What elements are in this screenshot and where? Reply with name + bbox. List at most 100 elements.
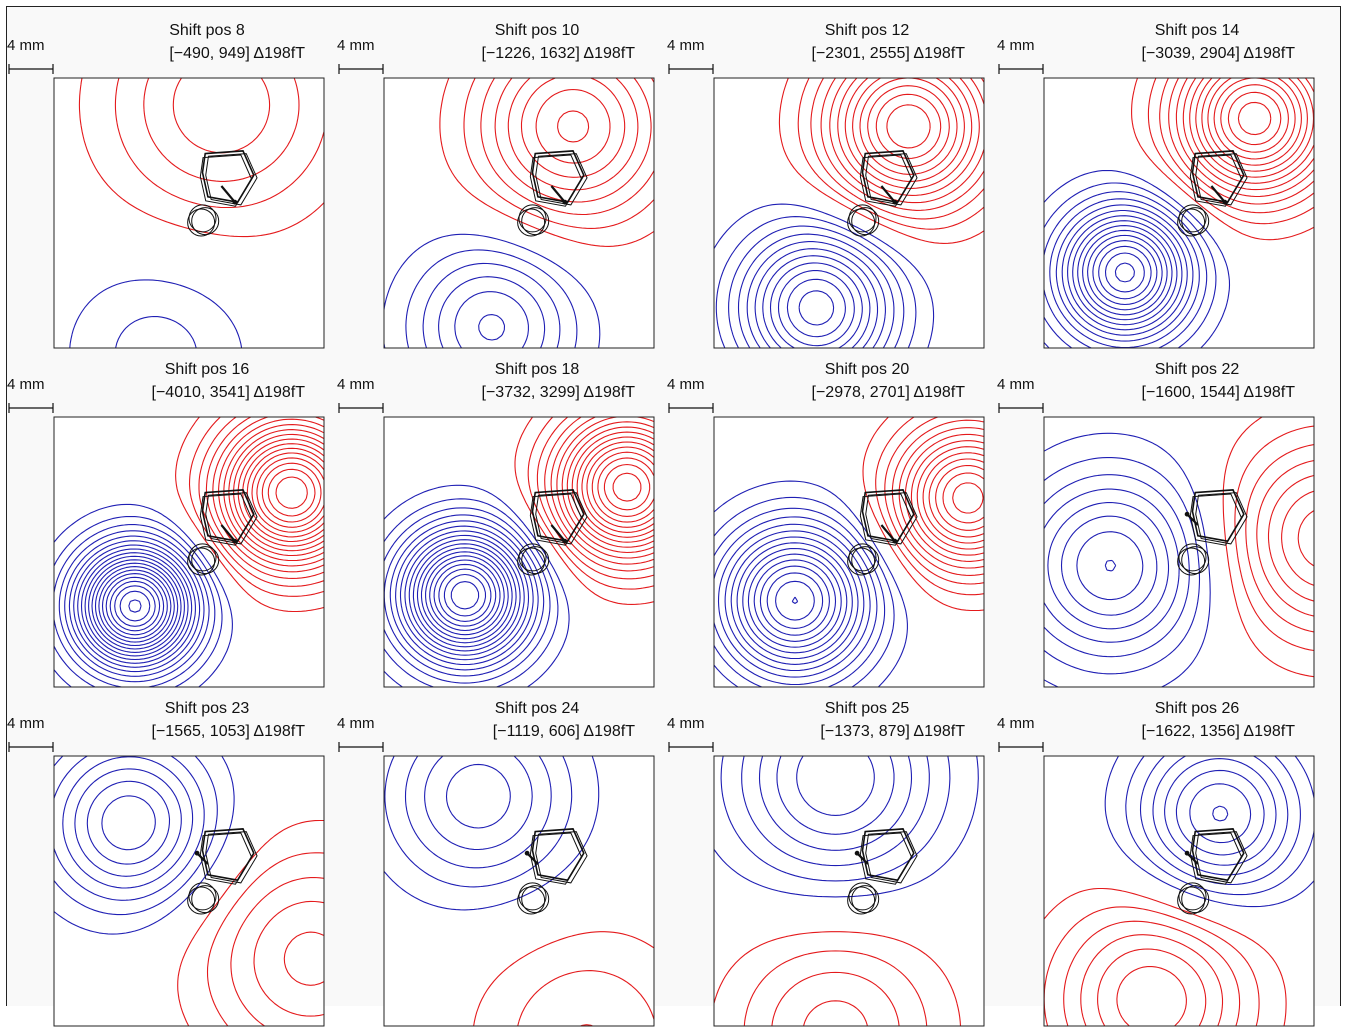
contour-negative [796,756,875,816]
contour-negative [395,525,534,666]
contour-negative [1061,209,1188,336]
contour-negative [54,756,205,901]
contour-negative [754,248,879,348]
sensor-circle [191,885,220,914]
plot-area [383,755,655,1027]
contour-negative [424,756,533,851]
plot-background [1044,756,1314,1026]
sensor-circle [851,207,880,236]
contour-negative [454,291,529,348]
contour-negative [101,573,168,640]
plot-frame [53,77,325,349]
scale-label: 4 mm [337,376,375,393]
sensor-circle [187,547,216,576]
contour-positive [904,433,984,562]
plot-frame [53,416,325,688]
contour-positive [1131,78,1314,241]
contour-negative [384,498,559,687]
contour-positive [267,468,316,517]
sensor-circle [521,885,550,914]
contour-negative [114,585,156,627]
contour-negative [84,555,185,657]
contour-lines [384,756,654,1026]
sensor-circle [848,882,877,911]
contour-negative [412,543,517,648]
contour-positive [188,417,324,597]
contour-positive [581,441,654,533]
sensor-outline [535,492,588,545]
dipole-dot [562,538,568,544]
sensor-circle [847,208,876,237]
panel-title: Shift pos 8 [169,22,245,39]
contour-positive [535,88,611,164]
plot-area [53,77,325,349]
contour-positive [507,78,639,191]
range-label: [−3732, 3299] Δ198fT [481,384,635,401]
contour-positive [514,417,654,605]
contour-positive [78,78,324,238]
contour-positive [480,78,654,216]
sensor-outline [1195,492,1248,545]
contour-positive [1222,417,1314,678]
contour-positive [228,429,324,557]
contour-positive [261,462,322,523]
sensor-circle [1178,882,1207,911]
contour-negative [433,563,497,627]
contour-positive [1168,78,1314,205]
sensor-circle [1177,547,1206,576]
dipole-dot [854,850,860,856]
contour-positive [844,78,973,189]
dipole-line [1186,513,1199,526]
panel-title: Shift pos 26 [1154,700,1240,717]
plot-area [1043,77,1315,349]
sensor-outline [1195,831,1248,884]
plot-area [53,416,325,688]
contour-negative [1077,225,1173,321]
contour-positive [1147,78,1314,225]
contour-negative [94,566,175,647]
range-label: [−3039, 2904] Δ198fT [1141,45,1295,62]
panel: Shift pos 8 4 mm [−490, 949] Δ198fT [7,9,325,349]
contour-negative [742,547,848,654]
sensor-circle [847,547,876,576]
plot-background [384,417,654,687]
sensor-outline [529,493,583,546]
plot-frame [383,416,655,688]
plot-area [713,416,985,688]
contour-negative [1044,457,1201,675]
contour-positive [928,458,984,538]
sensor-outline [865,831,918,884]
range-label: [−1226, 1632] Δ198fT [481,45,635,62]
contour-negative [405,249,578,348]
contour-positive [233,433,324,552]
contour-negative [1055,204,1194,342]
contour-positive [1207,78,1302,166]
sensor-circle [518,204,547,233]
contour-positive [837,78,980,196]
contour-positive [1220,84,1289,153]
contour-negative [422,262,561,348]
contour-negative [730,536,859,665]
contour-negative [109,580,161,632]
scale-label: 4 mm [667,715,705,732]
contour-negative [1044,488,1180,643]
contour-negative [753,559,837,642]
contour-plot [668,403,985,688]
plot-area [713,755,985,1027]
contour-negative [80,552,189,661]
scale-label: 4 mm [667,37,705,54]
contour-plot [8,403,325,688]
sensor-outline [859,493,913,546]
contour-positive [205,417,324,579]
contour-positive [916,446,984,550]
contour-positive [1227,91,1282,146]
contour-negative [1047,501,1170,630]
contour-negative [759,565,830,636]
sensor-circle [847,886,876,915]
contour-plot [338,403,655,688]
plot-frame [1043,77,1315,349]
sensor-outline [1195,153,1248,206]
contour-negative [384,484,570,687]
contour-positive [612,472,642,502]
